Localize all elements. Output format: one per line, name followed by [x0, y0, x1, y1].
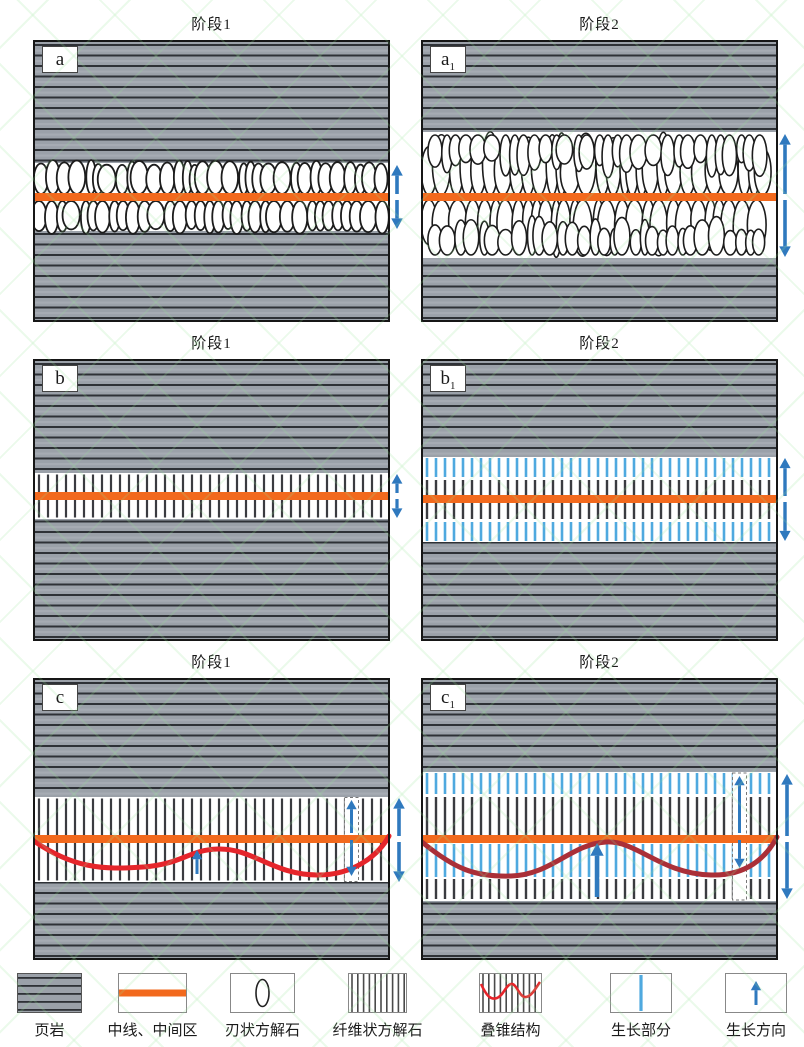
stage-title: 阶段1: [191, 17, 232, 33]
legend-label: 页岩: [34, 1023, 65, 1039]
stage-title: 阶段1: [191, 655, 232, 671]
legend-label: 生长部分: [610, 1023, 671, 1039]
panel-a: 阶段1 a: [33, 12, 411, 322]
panel-c: 阶段1 c: [33, 650, 411, 960]
median-line-swatch-icon: [118, 973, 187, 1013]
panel-a-label: a: [42, 46, 78, 73]
stage-title: 阶段2: [579, 17, 620, 33]
panel-c1-drawing: [421, 678, 793, 960]
growth-part-swatch-icon: [610, 973, 672, 1013]
panel-c1-label: c1: [430, 684, 466, 711]
panel-b1-label: b1: [430, 365, 466, 392]
panel-b1: 阶段2 b1: [421, 331, 799, 641]
legend-item-cone-in-cone: 叠锥结构: [479, 973, 542, 1039]
legend-label: 刃状方解石: [224, 1023, 300, 1039]
growth-direction-arrow-icon: [725, 973, 787, 1013]
shale-swatch-icon: [17, 973, 82, 1013]
panel-a1: 阶段2 a1: [421, 12, 799, 322]
panel-c-drawing: [33, 678, 405, 960]
bladed-calcite-swatch-icon: [230, 973, 295, 1013]
stage-title: 阶段1: [191, 336, 232, 352]
legend-label: 纤维状方解石: [332, 1023, 423, 1039]
legend: 页岩 中线、中间区 刃状方解石 纤维状方解石 叠锥结构 生长部分 生长方向: [0, 973, 804, 1043]
panel-c-label: c: [42, 684, 78, 711]
panel-b-drawing: [33, 359, 403, 641]
panel-a-drawing: [33, 40, 403, 322]
panel-a1-drawing: [421, 40, 791, 322]
legend-item-growth-direction: 生长方向: [725, 973, 787, 1039]
stage-title: 阶段2: [579, 655, 620, 671]
legend-label: 中线、中间区: [107, 1023, 198, 1039]
legend-label: 生长方向: [725, 1023, 786, 1039]
legend-item-shale: 页岩: [17, 973, 82, 1039]
legend-item-fibrous-calcite: 纤维状方解石: [332, 973, 423, 1039]
panel-b1-drawing: [421, 359, 791, 641]
legend-item-median-zone: 中线、中间区: [107, 973, 198, 1039]
cone-in-cone-swatch-icon: [479, 973, 542, 1013]
legend-label: 叠锥结构: [480, 1023, 541, 1039]
fibrous-calcite-swatch-icon: [348, 973, 407, 1013]
panel-a1-label: a1: [430, 46, 466, 73]
legend-item-bladed-calcite: 刃状方解石: [225, 973, 300, 1039]
panel-c1: 阶段2 c1: [421, 650, 799, 960]
stage-title: 阶段2: [579, 336, 620, 352]
legend-item-growth-part: 生长部分: [610, 973, 672, 1039]
panel-b: 阶段1 b: [33, 331, 411, 641]
panel-b-label: b: [42, 365, 78, 392]
